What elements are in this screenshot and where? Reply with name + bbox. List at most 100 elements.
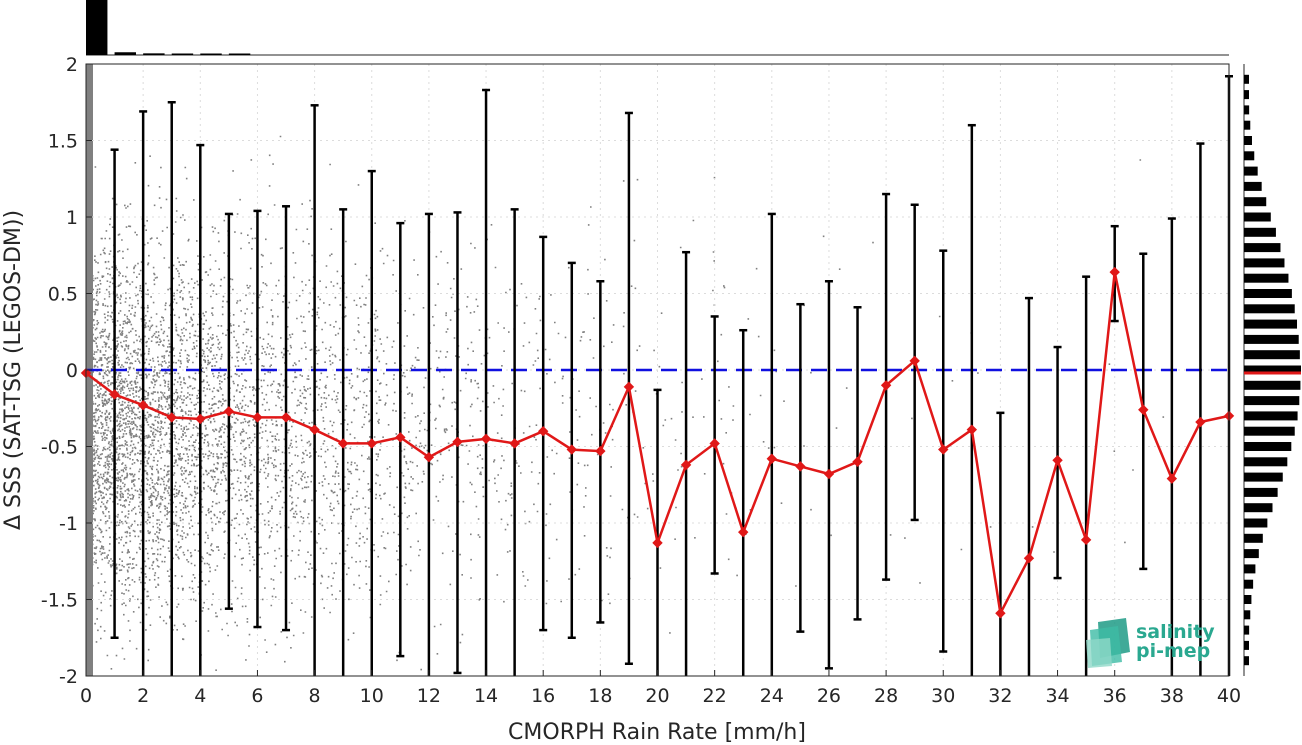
right-histogram-bar — [1244, 411, 1298, 421]
top-histogram-bar — [171, 53, 194, 55]
right-histogram-bar — [1244, 289, 1292, 298]
top-histogram-bar — [143, 53, 165, 55]
right-histogram-bar — [1244, 319, 1298, 329]
top-histogram-bar — [228, 53, 251, 55]
mean-marker — [1109, 266, 1120, 278]
right-histogram-bar — [1244, 503, 1273, 513]
right-histogram-bar — [1244, 518, 1268, 528]
mean-marker — [309, 424, 320, 435]
mean-marker — [166, 412, 177, 423]
right-histogram-bar — [1244, 365, 1301, 375]
top-histogram-bar — [114, 52, 137, 55]
top-histogram-bars — [86, 0, 251, 55]
right-histogram-bar — [1244, 166, 1258, 176]
mean-marker — [337, 438, 349, 449]
top-histogram-bar — [86, 0, 108, 55]
mean-marker — [766, 453, 778, 464]
right-histogram-bar — [1244, 90, 1249, 100]
mean-marker — [852, 456, 863, 468]
mean-marker — [823, 468, 835, 480]
x-tick-label: 36 — [1103, 685, 1127, 707]
y-axis-ticks: 2 1.5 1 0.5 0 -0.5 -1 -1.5 -2 — [41, 54, 92, 688]
mean-marker — [280, 412, 292, 423]
logo-line1: salinity — [1136, 621, 1215, 643]
x-tick-label: 32 — [988, 685, 1012, 707]
right-histogram-bar — [1244, 549, 1259, 559]
right-histogram-bar — [1244, 74, 1249, 84]
mean-marker — [366, 438, 377, 449]
x-tick-label: 20 — [645, 685, 669, 707]
mean-marker — [1080, 534, 1092, 546]
y-tick-label: -2 — [59, 666, 78, 688]
mean-marker — [623, 381, 635, 393]
mean-marker — [680, 459, 692, 471]
top-histogram — [86, 0, 1229, 56]
mean-marker — [252, 412, 263, 423]
x-tick-label: 4 — [194, 685, 206, 707]
mean-marker — [566, 444, 577, 455]
mean-marker — [966, 424, 978, 435]
mean-marker — [1052, 455, 1063, 466]
x-tick-label: 12 — [417, 685, 441, 707]
x-tick-label: 16 — [531, 685, 555, 707]
x-tick-label: 18 — [588, 685, 612, 707]
mean-marker — [223, 406, 235, 417]
mean-marker — [109, 389, 120, 400]
right-histogram — [1243, 64, 1301, 676]
right-histogram-bar — [1244, 258, 1285, 268]
right-histogram-bar — [1244, 656, 1249, 666]
right-histogram-bar — [1244, 396, 1300, 406]
x-tick-label: 24 — [760, 685, 784, 707]
mean-marker — [709, 438, 720, 449]
right-histogram-bar — [1244, 197, 1267, 207]
mean-marker — [137, 399, 149, 411]
y-axis-label: Δ SSS (SAT-TSG (LEGOS-DM)) — [1, 210, 26, 530]
right-histogram-bar — [1244, 442, 1292, 451]
top-histogram-bar — [200, 53, 222, 55]
right-histogram-bar — [1244, 533, 1263, 543]
y-tick-label: 2 — [66, 54, 78, 76]
mean-marker — [423, 452, 435, 463]
x-tick-label: 8 — [309, 685, 321, 707]
x-tick-label: 22 — [703, 685, 727, 707]
x-tick-label: 0 — [80, 685, 92, 707]
right-histogram-bars — [1244, 74, 1301, 666]
right-histogram-bar — [1244, 595, 1252, 604]
mean-marker — [195, 413, 206, 425]
x-tick-label: 2 — [137, 685, 149, 707]
right-histogram-bar — [1244, 212, 1271, 222]
x-tick-label: 10 — [360, 685, 384, 707]
y-tick-label: -0.5 — [41, 437, 78, 459]
right-histogram-bar — [1244, 426, 1295, 436]
y-tick-label: 1 — [66, 207, 78, 229]
scatter-points — [86, 135, 1165, 671]
x-axis-label: CMORPH Rain Rate [mm/h] — [508, 720, 806, 745]
mean-marker — [480, 433, 492, 445]
mean-marker — [938, 444, 949, 455]
right-histogram-bar — [1244, 181, 1262, 191]
right-histogram-bar — [1244, 640, 1249, 650]
x-tick-label: 34 — [1045, 685, 1069, 707]
y-tick-label: 1.5 — [48, 131, 78, 153]
y-tick-label: -1.5 — [41, 590, 78, 612]
mean-marker — [452, 436, 463, 448]
logo-line2: pi-mep — [1136, 640, 1210, 662]
mean-markers — [80, 266, 1235, 619]
right-histogram-bar — [1244, 610, 1251, 620]
y-tick-label: -1 — [59, 513, 78, 535]
x-tick-label: 40 — [1217, 685, 1241, 707]
right-histogram-bar — [1244, 380, 1301, 390]
y-tick-label: 0 — [66, 360, 78, 382]
x-tick-label: 38 — [1160, 685, 1184, 707]
x-tick-label: 30 — [931, 685, 955, 707]
mean-marker — [509, 438, 520, 449]
y-tick-label: 0.5 — [48, 284, 78, 306]
right-histogram-bar — [1244, 472, 1283, 482]
right-histogram-bar — [1244, 243, 1281, 253]
mean-marker — [1166, 473, 1178, 484]
right-histogram-bar — [1244, 625, 1250, 635]
right-histogram-bar — [1244, 120, 1251, 130]
right-histogram-bar — [1244, 151, 1255, 161]
mean-marker — [1138, 404, 1149, 415]
